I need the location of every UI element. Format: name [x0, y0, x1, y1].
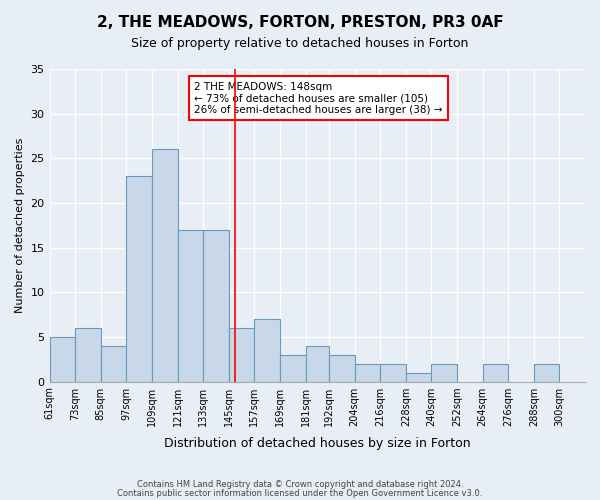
- Bar: [431, 364, 457, 382]
- Bar: [329, 354, 355, 382]
- Bar: [75, 328, 101, 382]
- Bar: [50, 337, 75, 382]
- Bar: [178, 230, 203, 382]
- Bar: [534, 364, 559, 382]
- Bar: [380, 364, 406, 382]
- X-axis label: Distribution of detached houses by size in Forton: Distribution of detached houses by size …: [164, 437, 470, 450]
- Bar: [229, 328, 254, 382]
- Bar: [406, 372, 431, 382]
- Text: Contains public sector information licensed under the Open Government Licence v3: Contains public sector information licen…: [118, 488, 482, 498]
- Text: Contains HM Land Registry data © Crown copyright and database right 2024.: Contains HM Land Registry data © Crown c…: [137, 480, 463, 489]
- Bar: [254, 319, 280, 382]
- Bar: [152, 150, 178, 382]
- Text: 2, THE MEADOWS, FORTON, PRESTON, PR3 0AF: 2, THE MEADOWS, FORTON, PRESTON, PR3 0AF: [97, 15, 503, 30]
- Bar: [482, 364, 508, 382]
- Bar: [101, 346, 127, 382]
- Bar: [203, 230, 229, 382]
- Bar: [355, 364, 380, 382]
- Text: 2 THE MEADOWS: 148sqm
← 73% of detached houses are smaller (105)
26% of semi-det: 2 THE MEADOWS: 148sqm ← 73% of detached …: [194, 82, 443, 114]
- Text: Size of property relative to detached houses in Forton: Size of property relative to detached ho…: [131, 38, 469, 51]
- Y-axis label: Number of detached properties: Number of detached properties: [15, 138, 25, 313]
- Bar: [127, 176, 152, 382]
- Bar: [305, 346, 329, 382]
- Bar: [280, 354, 305, 382]
